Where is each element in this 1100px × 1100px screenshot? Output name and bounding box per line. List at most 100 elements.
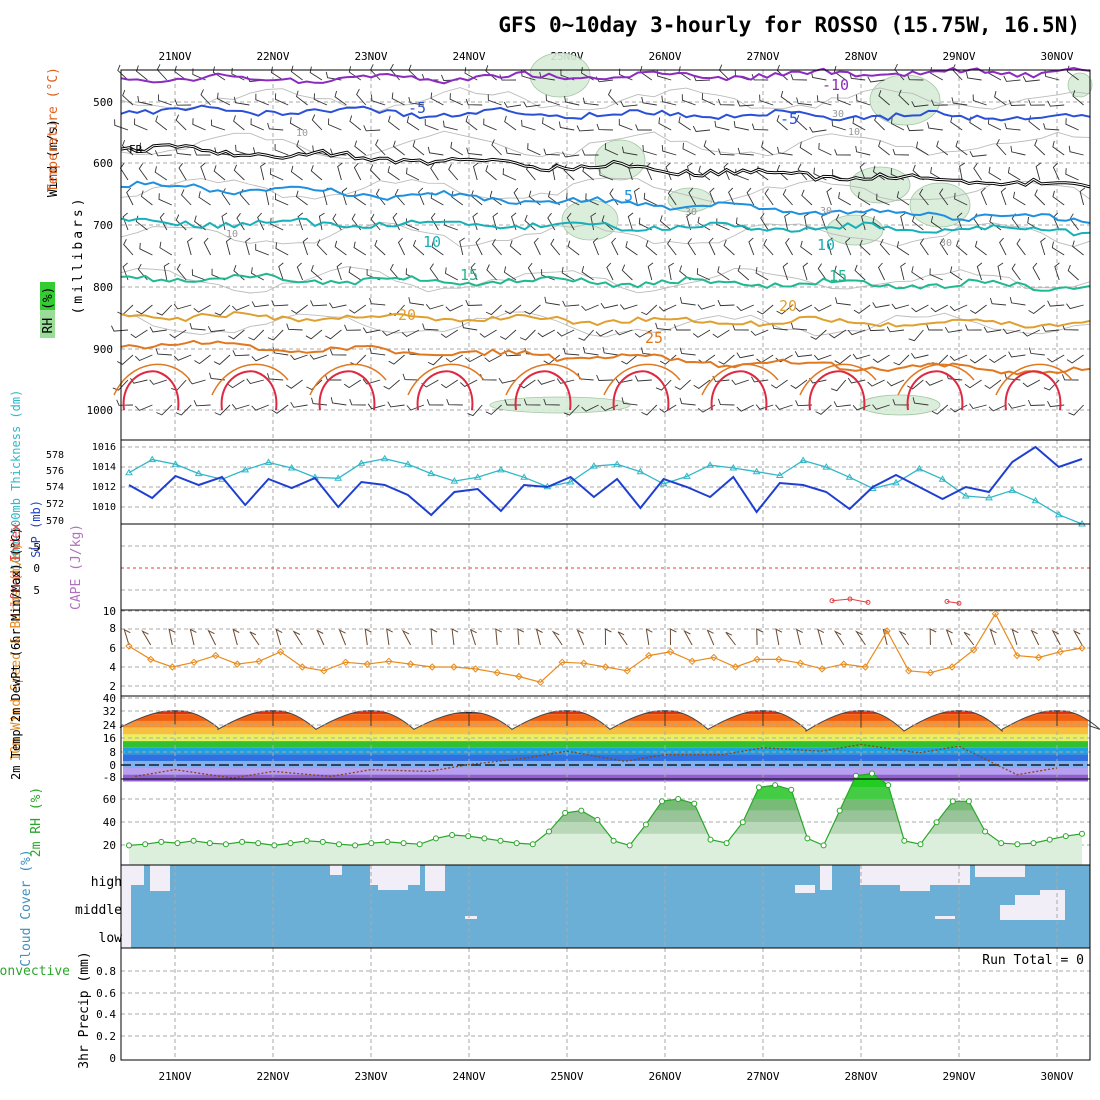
wind-barb <box>255 243 269 256</box>
wind-barb <box>930 216 944 231</box>
wind10m-line <box>128 612 1083 683</box>
wind-barb <box>955 140 968 156</box>
wind-barb <box>955 240 968 256</box>
wind-barb <box>723 239 735 256</box>
wind10m-point <box>363 660 372 668</box>
wind-barb <box>590 212 597 231</box>
wind-barb <box>867 76 885 83</box>
wind-barb <box>430 163 439 181</box>
wind10m-axis-label: 10m Wind Speed & Barbs (m/s) <box>9 542 24 761</box>
wind-barb <box>475 237 483 256</box>
wind10m-point <box>710 653 718 662</box>
wind-barb <box>564 95 580 106</box>
thickness-point <box>683 472 691 479</box>
wind-barb <box>627 212 634 231</box>
wind-barb <box>1066 65 1079 81</box>
wind-barb <box>175 147 192 156</box>
thickness-point <box>194 469 203 477</box>
wind-barb <box>173 354 192 361</box>
wind-barb <box>159 241 173 256</box>
wind-barb <box>542 117 556 131</box>
wind-barb <box>756 304 774 315</box>
cloud-level-labels: high middle low <box>75 875 122 946</box>
wind-barb <box>999 237 1007 256</box>
wind-barb <box>931 99 948 106</box>
wind-barb <box>936 140 949 156</box>
wind-barb <box>157 94 172 106</box>
precip-tick: 0.4 <box>96 1008 116 1021</box>
wind-barb <box>248 329 265 341</box>
temp-whisker <box>1054 710 1060 726</box>
wind10m-barb <box>756 628 763 646</box>
wind-barb <box>988 166 1002 181</box>
wind-barb <box>1047 300 1065 307</box>
wind-barb <box>485 165 497 181</box>
wind-barb <box>286 323 303 331</box>
wind-barb <box>566 192 580 206</box>
wind-barb <box>1068 145 1084 156</box>
wind-barb <box>896 191 910 206</box>
wind10m-barb <box>645 628 653 646</box>
temp-whisker <box>760 710 766 726</box>
wind10m-barb <box>706 629 715 646</box>
precip-frame <box>120 947 1091 1061</box>
wind-barb <box>770 379 788 389</box>
temp-whisker <box>466 712 472 726</box>
wind-barb <box>274 193 289 206</box>
wind-barb <box>446 398 463 406</box>
wind10m-barb <box>189 628 197 646</box>
isotherm-label: -10 <box>822 76 849 94</box>
bottom-date-label: 24NOV <box>452 1070 485 1083</box>
wind-barb <box>1067 264 1079 281</box>
rh-point <box>255 840 262 847</box>
rh-contour <box>120 87 1091 112</box>
wind-barb <box>275 242 289 256</box>
isotherm-labels: -10 -5 -5 FR 5 10 10 15 15 20 20 25 <box>129 76 849 347</box>
wind-barb <box>189 322 206 331</box>
wind-barb <box>296 140 308 156</box>
wind-barb <box>556 378 575 384</box>
wind10m-barb <box>795 628 803 646</box>
wind-barb <box>764 188 774 206</box>
cloud-cover-panel: high middle low Cloud Cover (%) <box>19 849 1091 967</box>
wind10m-point <box>493 668 501 677</box>
rh-point <box>239 838 246 845</box>
lifted-point <box>944 599 950 604</box>
wind-barb <box>582 97 599 106</box>
thickness-tick: 572 <box>46 499 64 510</box>
wind-barb <box>134 354 153 362</box>
wind-barb <box>353 162 362 181</box>
wind-barb <box>857 191 871 206</box>
wind-barb <box>969 354 987 364</box>
wind-barb <box>667 238 677 256</box>
wind-barb <box>149 326 167 333</box>
wind-barb <box>1000 187 1007 206</box>
temp-band <box>123 754 1088 762</box>
red-contour <box>514 370 572 411</box>
isotherm-label: 15 <box>829 267 847 285</box>
wind-barb <box>489 190 502 206</box>
wind10m-point <box>233 660 242 668</box>
wind-barb <box>809 126 827 133</box>
wind-barb <box>566 212 575 231</box>
wind10m-point <box>861 663 870 671</box>
wind-barb <box>503 101 522 108</box>
wind-barb <box>831 119 846 131</box>
wind-barb <box>176 263 187 281</box>
wind-barb <box>984 379 1002 390</box>
thickness-point <box>450 477 459 484</box>
wind-barb <box>188 378 206 385</box>
bottom-date-label: 21NOV <box>158 1070 191 1083</box>
wind-barb <box>448 163 459 181</box>
wind-barb <box>761 141 774 156</box>
lifted-point <box>847 596 853 602</box>
wind-barb <box>267 122 284 131</box>
temp2m-ticks: 40 32 24 16 8 0 -8 <box>103 692 117 784</box>
slp-tick: 1012 <box>92 482 116 493</box>
precip-tick: 0 <box>109 1052 116 1065</box>
wind-barb <box>465 98 483 106</box>
wind-barb <box>838 192 852 206</box>
wind-barb <box>290 165 303 181</box>
wind-barb <box>156 64 168 81</box>
wind-barb <box>213 165 226 181</box>
